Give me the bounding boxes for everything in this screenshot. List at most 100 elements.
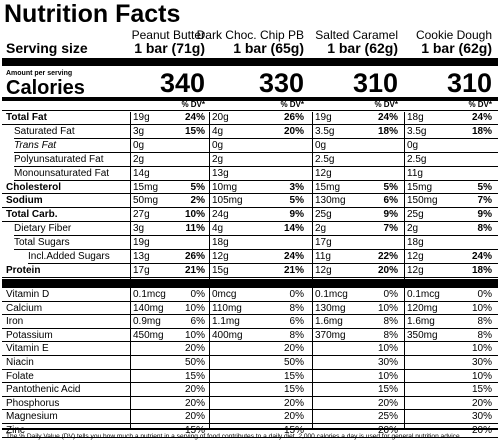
rule: [2, 97, 498, 101]
daily-value: 11%: [185, 223, 205, 235]
daily-value: 10%: [471, 302, 492, 314]
amount: 14g: [133, 167, 150, 179]
row-label: Calcium: [6, 302, 43, 314]
daily-value: 21%: [283, 264, 304, 276]
amount: 18g: [407, 237, 424, 249]
daily-value: 6%: [190, 316, 205, 328]
row-rule: [2, 207, 498, 209]
daily-value: 20%: [184, 384, 205, 396]
row-label: Saturated Fat: [14, 125, 75, 137]
amount: 2g: [315, 223, 327, 235]
daily-value: 24%: [471, 251, 492, 262]
row-rule: [2, 382, 498, 384]
daily-value: 24%: [184, 112, 205, 123]
amount: 3g: [133, 223, 145, 235]
amount: 12g: [407, 264, 424, 276]
daily-value: 20%: [283, 125, 304, 137]
amount: 15mg: [315, 181, 341, 193]
daily-value: 10%: [184, 302, 205, 314]
daily-value: 0%: [289, 289, 304, 300]
amount: 150mg: [407, 195, 438, 207]
row-label: Vitamin E: [6, 343, 49, 355]
amount: 11g: [407, 167, 423, 179]
amount: 0.1mcg: [133, 289, 166, 300]
daily-value: 9%: [477, 209, 492, 221]
amount: 13g: [133, 251, 150, 262]
daily-value: 10%: [377, 302, 398, 314]
rule: [2, 428, 498, 430]
row-rule: [2, 341, 498, 343]
daily-value: 10%: [184, 209, 205, 221]
daily-value: 20%: [184, 343, 205, 355]
amount: 17g: [315, 237, 332, 249]
product-name: Cookie Dough: [415, 28, 492, 42]
row-rule: [14, 249, 498, 250]
amount: 130mg: [315, 302, 346, 314]
row-label: Niacin: [6, 357, 34, 368]
daily-value: 15%: [184, 370, 205, 382]
daily-value: 15%: [283, 384, 304, 396]
calories-value: 310: [352, 68, 398, 98]
daily-value: 15%: [184, 425, 205, 436]
row-label: Iron: [6, 316, 24, 328]
row-label: Protein: [6, 264, 41, 276]
row-rule: [2, 436, 498, 438]
daily-value: 6%: [383, 195, 398, 207]
daily-value: 15%: [283, 425, 304, 436]
amount: 19g: [133, 237, 150, 249]
daily-value: 5%: [383, 181, 398, 193]
daily-value: 15%: [283, 370, 304, 382]
amount: 120mg: [407, 302, 438, 314]
product-name: Salted Caramel: [315, 28, 398, 42]
row-label: Total Fat: [6, 112, 47, 123]
row-label: Cholesterol: [6, 181, 62, 193]
daily-value: 7%: [477, 195, 492, 207]
daily-value: 9%: [383, 209, 398, 221]
row-rule: [2, 314, 498, 316]
amount: 105mg: [212, 195, 243, 207]
row-rule: [14, 151, 498, 153]
daily-value: 24%: [377, 112, 398, 123]
amount: 0g: [315, 139, 327, 151]
daily-value: 10%: [471, 370, 492, 382]
amount: 12g: [315, 167, 332, 179]
daily-value: 8%: [477, 223, 492, 235]
daily-value: 8%: [477, 316, 492, 328]
row-rule: [2, 327, 498, 329]
daily-value: 5%: [477, 181, 492, 193]
row-label: Total Carb.: [6, 209, 58, 221]
product-name: Dark Choc. Chip PB: [196, 28, 304, 42]
amount: 50mg: [133, 195, 159, 207]
daily-value: 30%: [377, 357, 398, 368]
row-label: Monounsaturated Fat: [14, 167, 110, 179]
amount: 12g: [407, 251, 424, 262]
daily-value: 8%: [383, 329, 398, 341]
daily-value: 24%: [471, 112, 492, 123]
row-label: Polyunsaturated Fat: [14, 153, 104, 165]
amount: 350mg: [407, 329, 438, 341]
row-rule: [14, 179, 498, 181]
amount: 15mg: [407, 181, 433, 193]
row-label: Magnesium: [6, 411, 58, 423]
amount: 130mg: [315, 195, 346, 207]
row-label: Folate: [6, 370, 34, 382]
amount: 400mg: [212, 329, 243, 341]
title: Nutrition Facts: [4, 0, 181, 28]
amount: 11g: [315, 251, 331, 262]
row-rule: [2, 193, 498, 195]
amount: 19g: [133, 112, 150, 123]
row-rule: [2, 276, 498, 278]
daily-value: 20%: [283, 411, 304, 423]
amount: 0.1mcg: [315, 289, 348, 300]
row-label: Vitamin D: [6, 289, 50, 300]
row-label: Incl.Added Sugars: [28, 251, 110, 262]
amount: 27g: [133, 209, 150, 221]
amount: 10mg: [212, 181, 238, 193]
amount: 3.5g: [407, 125, 427, 137]
amount: 12g: [315, 264, 332, 276]
daily-value: 15%: [377, 384, 398, 396]
daily-value: 3%: [289, 181, 304, 193]
amount: 110mg: [212, 302, 242, 314]
daily-value: 8%: [289, 302, 304, 314]
daily-value: 7%: [383, 223, 398, 235]
